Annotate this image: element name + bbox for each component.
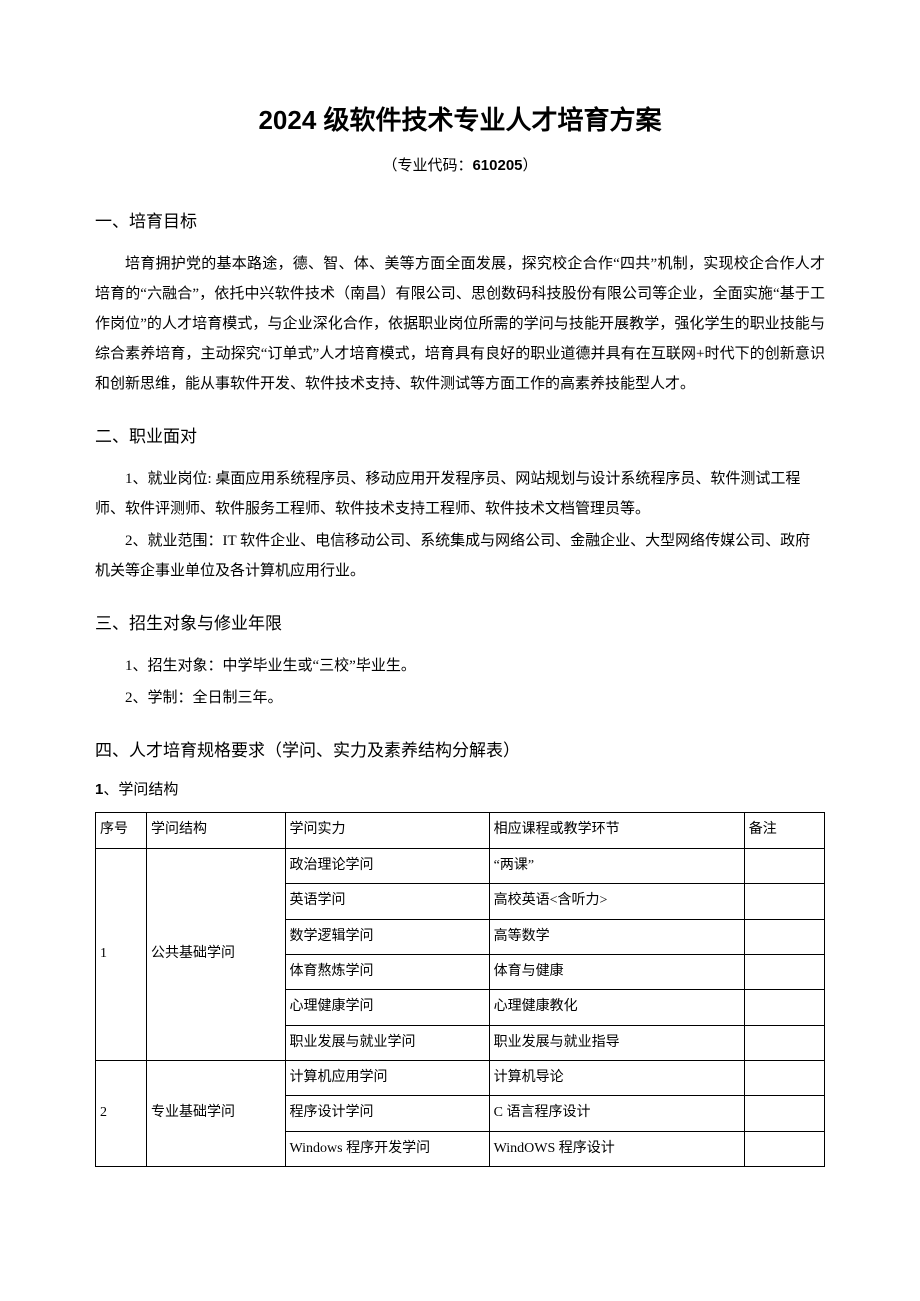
header-note: 备注: [744, 813, 824, 848]
cell-note: [744, 990, 824, 1025]
cell-ability: 数学逻辑学问: [285, 919, 489, 954]
cell-note: [744, 1025, 824, 1060]
document-subtitle: （专业代码：610205）: [95, 154, 825, 178]
cell-note: [744, 884, 824, 919]
cell-course: 高等数学: [489, 919, 744, 954]
cell-ability: 心理健康学问: [285, 990, 489, 1025]
cell-note: [744, 1131, 824, 1166]
cell-structure-1: 公共基础学问: [147, 848, 286, 1060]
section-2-item-1: 1、就业岗位: 桌面应用系统程序员、移动应用开发程序员、网站规划与设计系统程序员…: [95, 464, 825, 524]
cell-ability: 英语学问: [285, 884, 489, 919]
cell-note: [744, 1061, 824, 1096]
cell-ability: 政治理论学问: [285, 848, 489, 883]
subtitle-code: 610205: [472, 157, 522, 174]
cell-course: 计算机导论: [489, 1061, 744, 1096]
section-1-para: 培育拥护党的基本路途，德、智、体、美等方面全面发展，探究校企合作“四共”机制，实…: [95, 249, 825, 399]
cell-course: “两课”: [489, 848, 744, 883]
cell-course: WindOWS 程序设计: [489, 1131, 744, 1166]
cell-seq-2: 2: [96, 1061, 147, 1167]
cell-seq-1: 1: [96, 848, 147, 1060]
header-course: 相应课程或教学环节: [489, 813, 744, 848]
cell-course: 职业发展与就业指导: [489, 1025, 744, 1060]
table-header-row: 序号 学问结构 学问实力 相应课程或教学环节 备注: [96, 813, 825, 848]
cell-note: [744, 954, 824, 989]
subtitle-suffix: ）: [523, 158, 538, 174]
document-title: 2024 级软件技术专业人才培育方案: [95, 100, 825, 142]
section-2-item-2: 2、就业范围：IT 软件企业、电信移动公司、系统集成与网络公司、金融企业、大型网…: [95, 526, 825, 586]
cell-ability: 程序设计学问: [285, 1096, 489, 1131]
cell-structure-2: 专业基础学问: [147, 1061, 286, 1167]
section-1-heading: 一、培育目标: [95, 208, 825, 235]
knowledge-structure-table: 序号 学问结构 学问实力 相应课程或教学环节 备注 1 公共基础学问 政治理论学…: [95, 812, 825, 1167]
table-row: 1 公共基础学问 政治理论学问 “两课”: [96, 848, 825, 883]
sub1-text: 、学问结构: [103, 782, 178, 798]
section-4-heading: 四、人才培育规格要求（学问、实力及素养结构分解表）: [95, 737, 825, 764]
cell-course: 高校英语<含听力>: [489, 884, 744, 919]
table-row: 2 专业基础学问 计算机应用学问 计算机导论: [96, 1061, 825, 1096]
section-3-item-2: 2、学制：全日制三年。: [95, 683, 825, 713]
cell-course: 体育与健康: [489, 954, 744, 989]
section-2-heading: 二、职业面对: [95, 423, 825, 450]
cell-ability: Windows 程序开发学问: [285, 1131, 489, 1166]
cell-note: [744, 1096, 824, 1131]
cell-course: C 语言程序设计: [489, 1096, 744, 1131]
section-3-item-1: 1、招生对象：中学毕业生或“三校”毕业生。: [95, 651, 825, 681]
section-4-sub1: 1、学问结构: [95, 778, 825, 802]
cell-ability: 体育熬炼学问: [285, 954, 489, 989]
header-structure: 学问结构: [147, 813, 286, 848]
cell-course: 心理健康教化: [489, 990, 744, 1025]
cell-note: [744, 848, 824, 883]
header-ability: 学问实力: [285, 813, 489, 848]
cell-ability: 职业发展与就业学问: [285, 1025, 489, 1060]
section-3-heading: 三、招生对象与修业年限: [95, 610, 825, 637]
subtitle-prefix: （专业代码：: [382, 158, 472, 174]
cell-ability: 计算机应用学问: [285, 1061, 489, 1096]
header-seq: 序号: [96, 813, 147, 848]
cell-note: [744, 919, 824, 954]
